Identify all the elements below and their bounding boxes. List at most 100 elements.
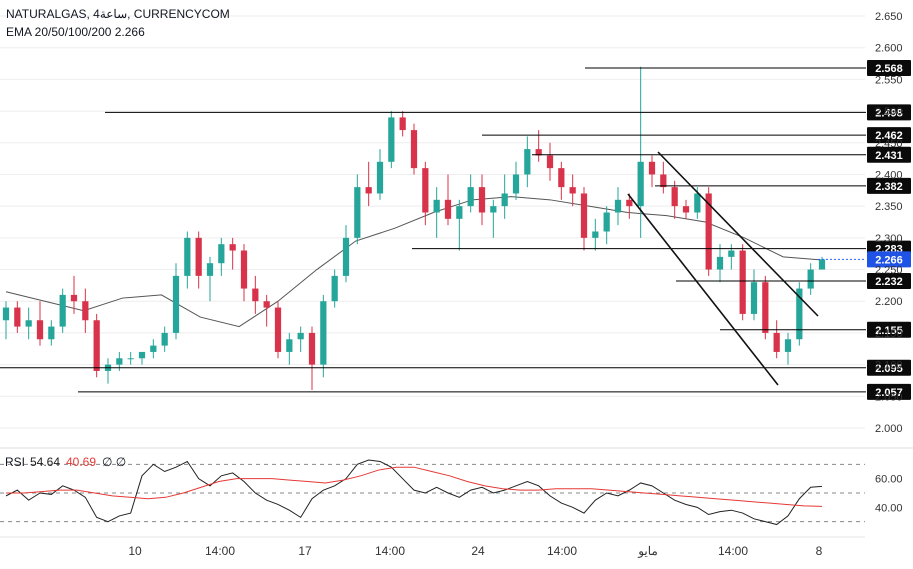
candle-body[interactable] [93,320,100,371]
candle-body[interactable] [274,307,282,352]
candle-body[interactable] [626,199,633,207]
candle-body[interactable] [150,345,157,352]
candle-body[interactable] [569,187,576,194]
candle-body[interactable] [48,326,55,340]
candle-body[interactable] [535,149,542,156]
candle-body[interactable] [410,130,418,169]
channel-layer [627,151,819,386]
candle-body[interactable] [512,174,520,194]
candle-body[interactable] [240,250,248,289]
candle-body[interactable] [750,282,758,314]
candle-body[interactable] [603,212,610,232]
y-tick-label: 2.650 [875,11,903,23]
candle-body[interactable] [739,250,746,314]
price-level-label: 2.095 [875,363,903,375]
candle-body[interactable] [2,307,10,321]
rsi-y-tick-label: 40.00 [875,502,903,514]
x-tick-label: 10 [128,544,142,558]
rsi-value: 54.64 [30,455,60,469]
candle-body[interactable] [195,237,202,276]
price-level-badge [867,383,911,400]
candle-body[interactable] [206,263,214,276]
candle-body[interactable] [456,206,463,219]
candle-body[interactable] [546,155,554,169]
candle-body[interactable] [354,187,361,238]
candle-body[interactable] [399,117,406,131]
candle-body[interactable] [25,320,32,327]
price-level-label: 2.568 [875,63,903,75]
candle-body[interactable] [229,244,236,251]
ema-legend: EMA 20/50/100/200 2.266 [6,25,145,39]
candle-body[interactable] [161,332,168,346]
candle-body[interactable] [648,161,656,175]
candle-body[interactable] [660,174,667,188]
candle-body[interactable] [807,269,814,289]
candle-body[interactable] [365,187,372,194]
candle-body[interactable] [138,351,146,359]
candle-body[interactable] [818,259,826,270]
candle-body[interactable] [728,250,735,257]
candle-body[interactable] [263,301,270,308]
candle-body[interactable] [36,320,44,340]
symbol-title: NATURALGAS, 4ساعة, CURRENCYCOM [6,7,230,21]
candle-body[interactable] [184,237,191,276]
candle-body[interactable] [70,294,78,302]
candle-body[interactable] [762,282,769,333]
candle-body[interactable] [524,149,531,175]
candle-body[interactable] [286,339,293,352]
candle-body[interactable] [671,187,678,207]
candle-body[interactable] [331,275,338,302]
candle-body[interactable] [501,193,508,207]
candle-body[interactable] [59,294,66,327]
candle-body[interactable] [773,332,780,352]
candle-body[interactable] [637,161,644,207]
candles-layer[interactable] [2,66,826,390]
candle-body[interactable] [116,358,123,365]
candle-body[interactable] [422,168,429,213]
candle-body[interactable] [490,206,497,213]
candle-body[interactable] [478,187,486,213]
candle-body[interactable] [784,339,792,352]
candle-body[interactable] [308,332,316,365]
x-tick-label: 17 [298,544,312,558]
price-level-badge [867,59,911,76]
candle-body[interactable] [388,117,395,162]
candle-body[interactable] [14,307,21,327]
candle-body[interactable] [82,301,89,321]
candle-body[interactable] [467,187,474,207]
rsi-ma-value: 40.69 [66,455,96,469]
candle-body[interactable] [444,199,452,219]
price-level-badge [867,127,911,144]
candle-body[interactable] [127,358,134,360]
candle-body[interactable] [342,237,350,276]
candle-body[interactable] [252,288,259,302]
candle-body[interactable] [376,161,384,194]
candle-body[interactable] [580,193,588,238]
candle-body[interactable] [558,168,565,188]
rsi-label: RSI [5,455,25,469]
candle-body[interactable] [705,193,712,270]
candle-body[interactable] [218,244,225,264]
price-level-label: 2.431 [875,150,903,162]
candle-body[interactable] [172,275,180,333]
x-axis: 10 14:00 17 14:00 24 14:00 مايو 14:00 8 [128,544,822,558]
grid-layer [0,15,865,429]
rsi-y-tick-label: 60.00 [875,474,903,486]
price-level-label: 2.057 [875,387,903,399]
candle-body[interactable] [320,301,327,365]
candle-body[interactable] [682,206,690,213]
x-tick-label: 24 [471,544,485,558]
y-tick-label: 2.100 [875,360,903,372]
candle-body[interactable] [694,193,701,213]
candle-body[interactable] [716,256,724,270]
candle-body[interactable] [433,199,440,213]
ema-line [5,196,823,328]
candle-body[interactable] [796,288,803,340]
candle-body[interactable] [614,199,622,213]
y-tick-label: 2.250 [875,265,903,277]
candle-body[interactable] [592,231,599,238]
candle-body[interactable] [297,332,304,340]
y-tick-label: 2.400 [875,169,903,181]
